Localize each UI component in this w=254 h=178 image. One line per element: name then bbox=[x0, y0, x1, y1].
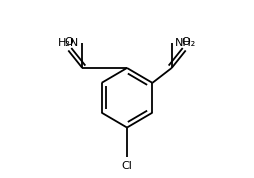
Text: O: O bbox=[181, 37, 190, 47]
Text: Cl: Cl bbox=[122, 161, 132, 171]
Text: O: O bbox=[64, 37, 73, 47]
Text: H₂N: H₂N bbox=[58, 38, 79, 48]
Text: NH₂: NH₂ bbox=[175, 38, 196, 48]
